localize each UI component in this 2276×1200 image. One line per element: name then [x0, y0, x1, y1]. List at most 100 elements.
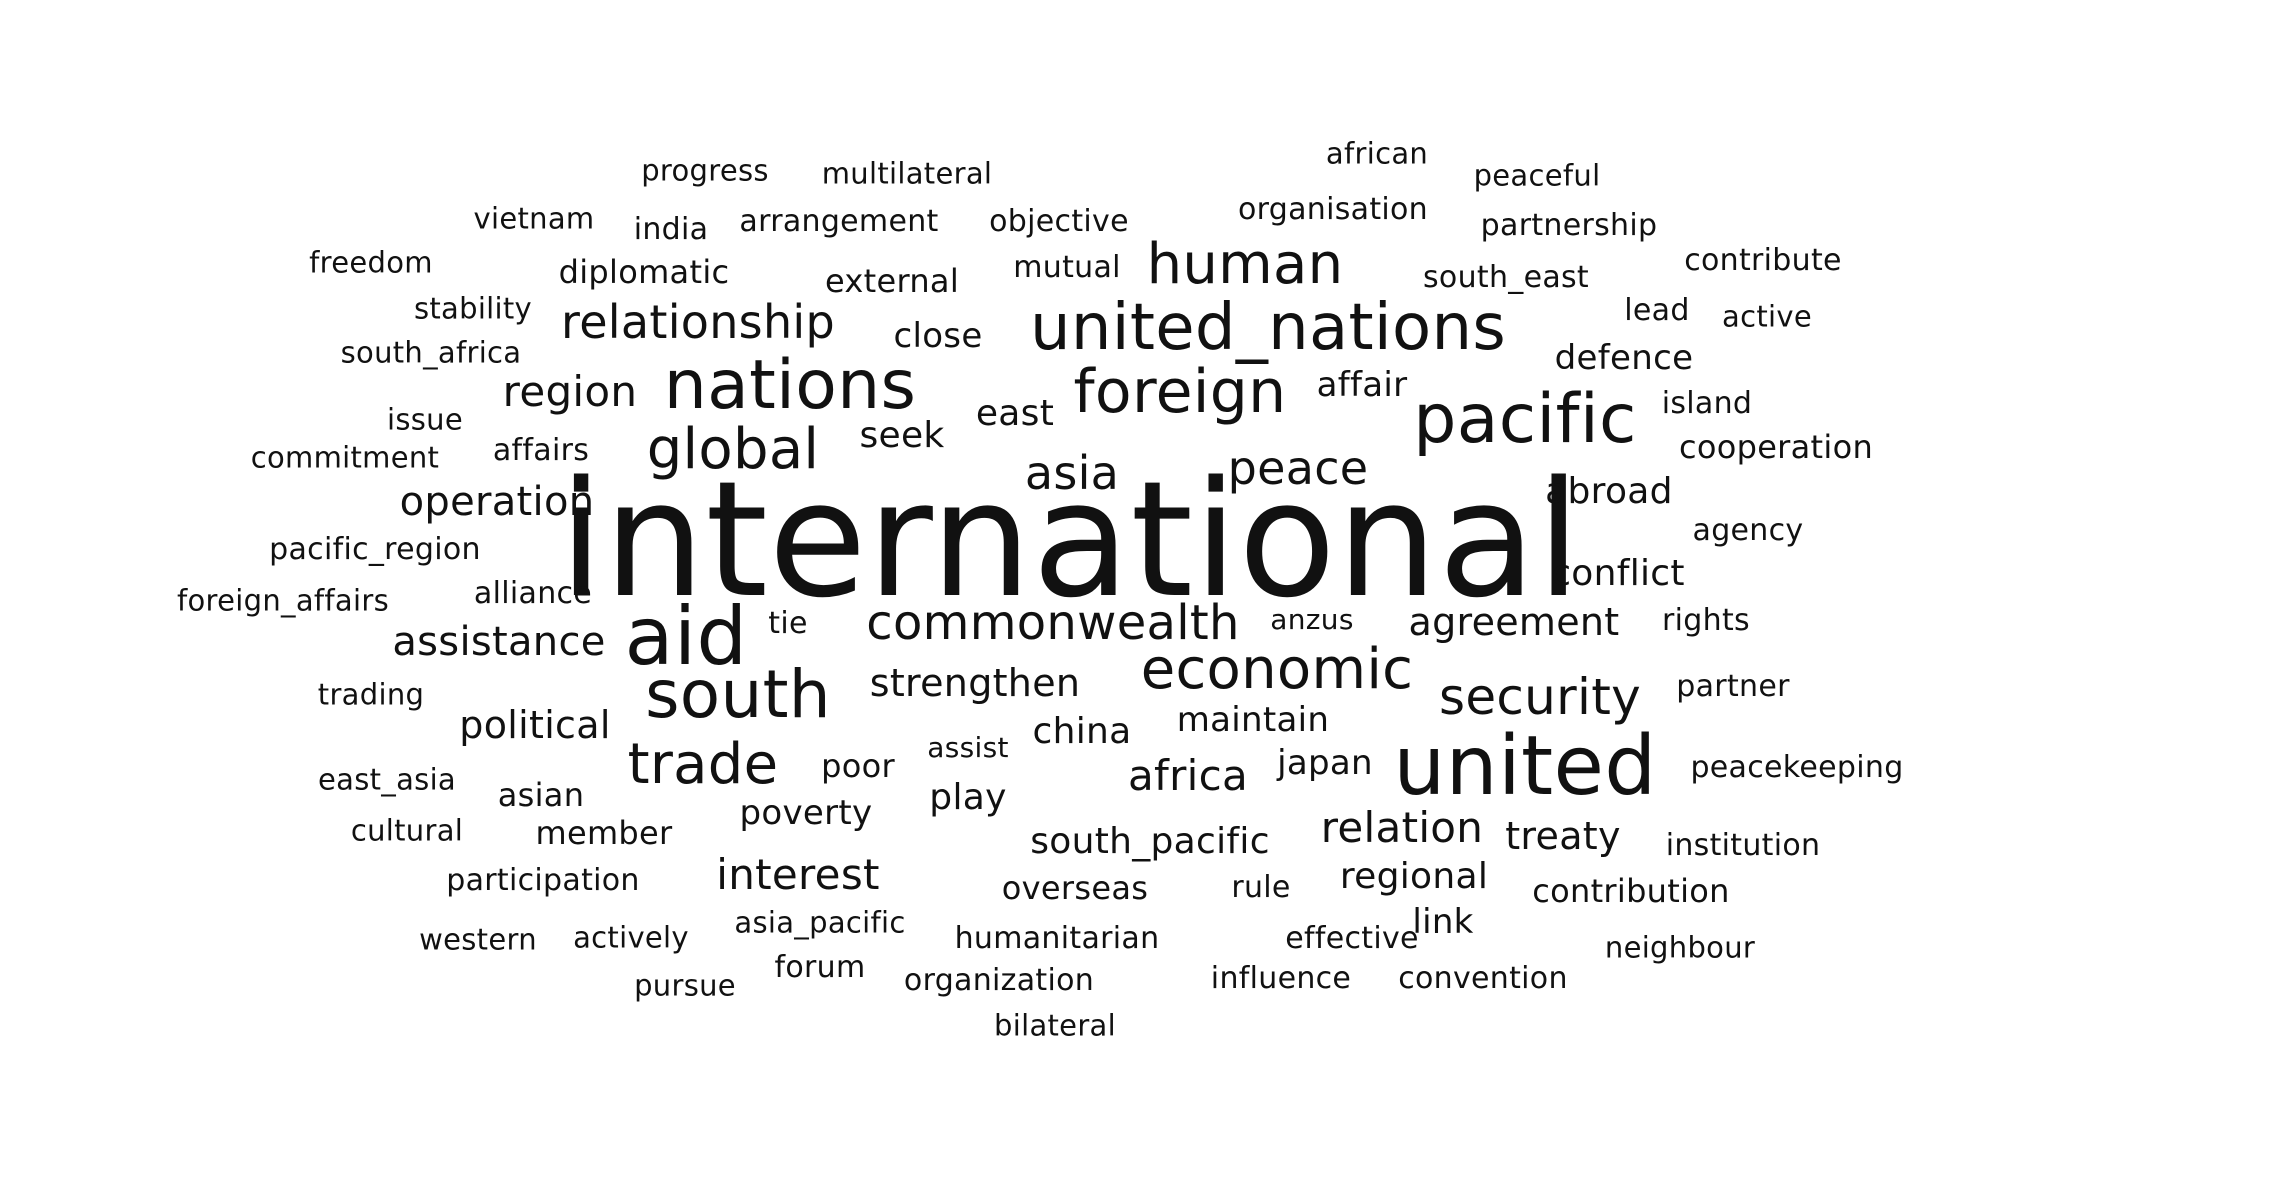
word-affair: affair [1316, 365, 1408, 405]
word-commitment: commitment [250, 440, 440, 475]
word-affairs: affairs [492, 433, 590, 468]
word-security: security [1438, 668, 1642, 726]
word-poor: poor [821, 747, 895, 785]
word-united: united [1393, 719, 1657, 814]
word-pacific: pacific [1413, 380, 1637, 459]
word-south: south [645, 656, 831, 733]
word-east-asia: east_asia [317, 762, 457, 797]
word-commonwealth: commonwealth [866, 595, 1240, 651]
word-international: international [558, 446, 1582, 633]
word-maintain: maintain [1176, 700, 1330, 740]
word-strengthen: strengthen [869, 661, 1081, 705]
word-actively: actively [573, 920, 689, 955]
word-partner: partner [1676, 669, 1790, 704]
word-regional: regional [1339, 856, 1489, 897]
word-south-africa: south_africa [340, 335, 522, 370]
word-lead: lead [1624, 293, 1690, 328]
word-nations: nations [663, 346, 917, 425]
word-india: india [633, 212, 709, 247]
word-link: link [1412, 902, 1474, 942]
word-progress: progress [641, 153, 769, 188]
word-interest: interest [716, 850, 880, 899]
word-trading: trading [317, 677, 425, 712]
word-mutual: mutual [1013, 250, 1121, 285]
word-organization: organization [903, 963, 1095, 998]
word-bilateral: bilateral [994, 1008, 1116, 1043]
word-forum: forum [774, 950, 866, 985]
word-arrangement: arrangement [739, 204, 939, 239]
word-pacific-region: pacific_region [269, 532, 481, 567]
word-south-pacific: south_pacific [1030, 821, 1270, 862]
word-foreign-affairs: foreign_affairs [177, 583, 389, 618]
word-rule: rule [1231, 870, 1291, 905]
word-global: global [646, 417, 820, 482]
word-western: western [419, 922, 537, 957]
word-united-nations: united_nations [1030, 291, 1506, 365]
word-stability: stability [413, 291, 533, 326]
word-influence: influence [1210, 961, 1352, 996]
word-east: east [975, 393, 1055, 434]
word-seek: seek [859, 415, 945, 456]
word-contribute: contribute [1684, 243, 1842, 278]
word-vietnam: vietnam [473, 201, 595, 236]
word-china: china [1032, 711, 1132, 752]
word-play: play [929, 777, 1007, 818]
word-rights: rights [1662, 603, 1750, 638]
word-neighbour: neighbour [1604, 930, 1756, 965]
word-african: african [1325, 136, 1429, 171]
word-agreement: agreement [1408, 600, 1620, 644]
word-japan: japan [1277, 743, 1373, 783]
word-peacekeeping: peacekeeping [1690, 750, 1904, 785]
word-anzus: anzus [1270, 603, 1354, 636]
word-aid: aid [624, 590, 748, 683]
word-region: region [502, 367, 638, 416]
word-relationship: relationship [561, 295, 835, 349]
word-effective: effective [1285, 921, 1419, 956]
word-conflict: conflict [1551, 553, 1685, 594]
word-relation: relation [1320, 803, 1484, 852]
word-diplomatic: diplomatic [558, 253, 730, 291]
word-freedom: freedom [309, 245, 433, 280]
word-participation: participation [446, 863, 640, 898]
word-objective: objective [989, 204, 1129, 239]
word-assist: assist [927, 731, 1009, 764]
word-abroad: abroad [1545, 471, 1673, 512]
word-issue: issue [387, 402, 463, 437]
word-cultural: cultural [350, 813, 464, 848]
word-tie: tie [768, 606, 808, 641]
word-organisation: organisation [1237, 192, 1429, 227]
word-asian: asian [497, 776, 585, 814]
word-treaty: treaty [1505, 814, 1621, 858]
word-partnership: partnership [1480, 208, 1658, 243]
word-convention: convention [1398, 961, 1568, 996]
word-peace: peace [1227, 441, 1369, 495]
word-overseas: overseas [1001, 869, 1149, 907]
word-humanitarian: humanitarian [954, 921, 1160, 956]
word-external: external [824, 262, 960, 300]
word-institution: institution [1665, 828, 1821, 863]
word-south-east: south_east [1422, 260, 1590, 295]
word-pursue: pursue [634, 968, 736, 1003]
word-asia-pacific: asia_pacific [734, 905, 906, 940]
word-economic: economic [1140, 637, 1414, 702]
word-peaceful: peaceful [1473, 158, 1601, 193]
word-active: active [1722, 299, 1812, 334]
word-close: close [893, 316, 983, 356]
word-member: member [535, 814, 673, 852]
word-operation: operation [399, 479, 595, 525]
word-assistance: assistance [392, 619, 606, 665]
word-poverty: poverty [739, 793, 873, 833]
word-foreign: foreign [1073, 357, 1287, 427]
word-contribution: contribution [1532, 872, 1730, 910]
word-cooperation: cooperation [1678, 428, 1874, 466]
word-human: human [1146, 232, 1344, 297]
word-defence: defence [1554, 338, 1694, 378]
word-alliance: alliance [473, 576, 593, 611]
word-political: political [459, 703, 611, 747]
word-asia: asia [1024, 446, 1120, 500]
word-trade: trade [627, 732, 779, 797]
word-agency: agency [1692, 513, 1804, 548]
word-island: island [1661, 386, 1753, 421]
word-africa: africa [1127, 751, 1249, 800]
